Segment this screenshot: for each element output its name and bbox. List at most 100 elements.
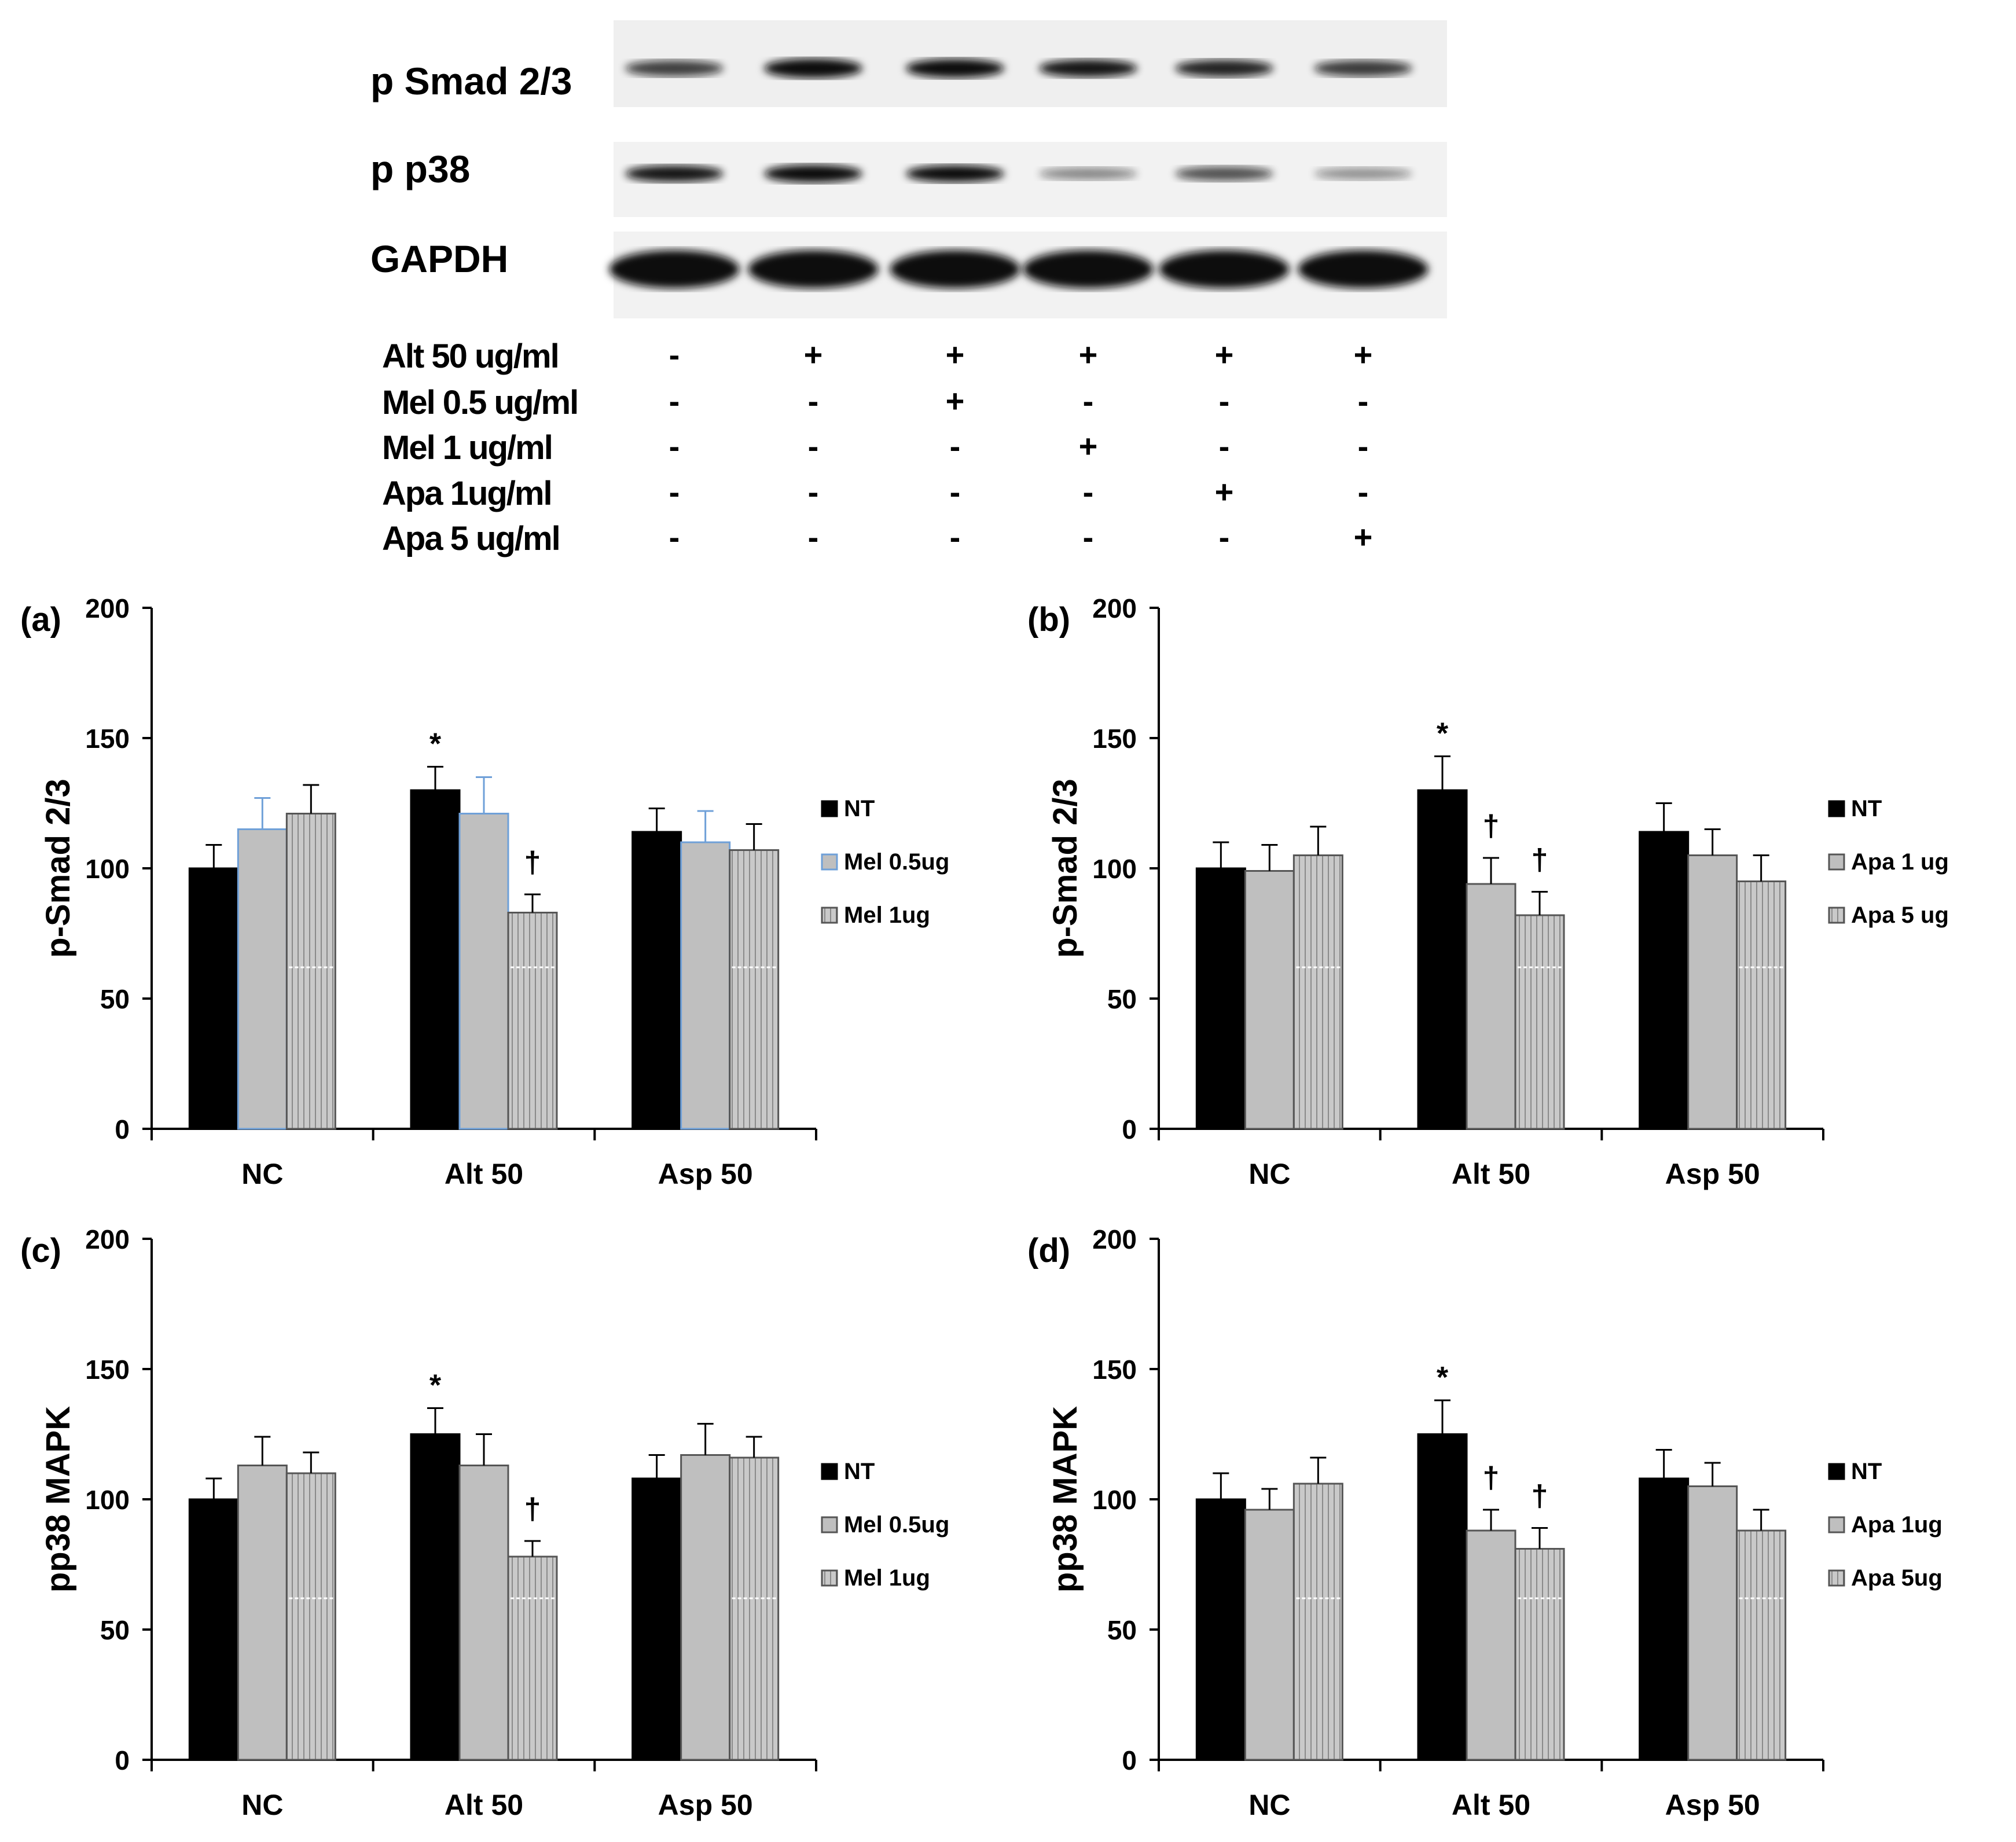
blot-band-p-smad [906, 58, 1004, 78]
y-tick-label: 150 [1092, 724, 1137, 754]
x-tick-label: NC [1248, 1158, 1290, 1190]
bar-apa-5-ug [1736, 880, 1787, 1130]
treatment-mark: + [1079, 428, 1098, 464]
bar-mel-0-5ug [237, 1465, 288, 1761]
bar-apa-1-ug [1244, 870, 1295, 1130]
x-tick-label: Asp 50 [658, 1158, 753, 1190]
bar-apa-5ug [1292, 1483, 1343, 1761]
y-tick-label: 200 [85, 593, 130, 623]
panel-label: (b) [1027, 601, 1070, 639]
blot-label-gapdh: GAPDH [370, 237, 508, 280]
bar-nt [1195, 867, 1246, 1130]
significance-asterisk: * [1437, 717, 1449, 751]
x-tick-label: Asp 50 [658, 1789, 753, 1821]
treatment-label-mel-1: Mel 1 ug/ml [382, 429, 552, 467]
blot-band-gapdh [1159, 250, 1290, 288]
bar-apa-1-ug [1687, 854, 1738, 1130]
bar-apa-1ug [1687, 1485, 1738, 1761]
bar-mel-1ug [507, 912, 558, 1130]
chart-panel-d: (d) pp38 MAPK 0 50 100 150 200 NC Alt 50 Asp 50 * †… [1027, 1224, 1942, 1821]
y-axis-label: pp38 MAPK [1046, 1406, 1084, 1593]
blot-band-p-smad [1175, 60, 1273, 77]
y-axis-label: pp38 MAPK [39, 1406, 77, 1593]
y-tick-label: 150 [85, 1355, 130, 1385]
bar-apa-5ug [1514, 1548, 1565, 1761]
treatment-mark: - [808, 383, 819, 419]
blot-label-p-smad: p Smad 2/3 [370, 60, 572, 102]
blot-band-p-p38 [1039, 167, 1137, 180]
bar-apa-5-ug [1514, 914, 1565, 1130]
legend-swatch [821, 1516, 838, 1533]
legend-swatch [821, 907, 838, 924]
bar-nt [410, 789, 461, 1130]
bar-nt [1639, 1477, 1690, 1761]
blot-band-p-smad [764, 58, 862, 78]
blot-band-gapdh [1023, 250, 1154, 288]
significance-dagger: † [1483, 1461, 1500, 1495]
y-tick-label: 100 [1092, 854, 1137, 884]
legend-swatch [1828, 800, 1845, 817]
panel-label: (c) [20, 1232, 61, 1269]
bar-nt [631, 831, 682, 1130]
treatment-mark: - [669, 383, 680, 419]
legend-swatch [1828, 1516, 1845, 1533]
legend-label: Mel 0.5ug [844, 1512, 949, 1538]
treatment-mark: + [1215, 474, 1234, 510]
significance-asterisk: * [429, 728, 442, 761]
bar-nt [188, 1498, 239, 1761]
blot-band-p-p38 [1175, 166, 1273, 181]
legend-label: Mel 1ug [844, 902, 930, 928]
blot-band-gapdh [609, 250, 740, 288]
legend-swatch [1828, 1463, 1845, 1480]
legend-swatch [821, 800, 838, 817]
blot-membrane-p-smad [614, 20, 1447, 107]
blot-band-gapdh [1298, 250, 1429, 288]
y-tick-label: 0 [1122, 1745, 1137, 1775]
x-tick-label: Alt 50 [445, 1789, 523, 1821]
x-tick-label: NC [1248, 1789, 1290, 1821]
bar-mel-0-5ug [237, 828, 288, 1130]
treatment-mark: - [1219, 428, 1230, 464]
blot-band-p-p38 [764, 164, 862, 183]
treatment-mark: - [950, 474, 961, 510]
treatment-label-alt: Alt 50 ug/ml [382, 337, 559, 375]
bar-nt [1639, 831, 1690, 1130]
blot-band-gapdh [748, 250, 879, 288]
legend-swatch [1828, 907, 1845, 924]
treatment-mark: - [1083, 383, 1094, 419]
treatment-mark: + [1215, 336, 1234, 373]
blot-band-gapdh [890, 250, 1020, 288]
y-tick-label: 0 [115, 1745, 130, 1775]
bar-nt [410, 1433, 461, 1761]
blot-label-p-p38: p p38 [370, 148, 470, 190]
western-blot: p Smad 2/3 p p38 GAPDH Alt 50 ug/ml Mel … [370, 20, 1447, 557]
bar-apa-5ug [1736, 1529, 1787, 1761]
legend-label: NT [844, 1459, 875, 1484]
bar-mel-0-5ug [458, 1465, 509, 1761]
treatment-mark: + [1354, 336, 1373, 373]
bar-mel-0-5ug [680, 1454, 731, 1761]
bar-nt [1417, 1433, 1468, 1761]
bar-mel-1ug [285, 1472, 336, 1761]
x-tick-label: Alt 50 [445, 1158, 523, 1190]
legend-label: Apa 5 ug [1851, 902, 1949, 928]
blot-band-p-smad [1039, 59, 1137, 78]
blot-band-p-p38 [625, 165, 724, 182]
x-tick-label: NC [241, 1789, 283, 1821]
chart-panel-a: (a) p-Smad 2/3 0 50 100 150 200 NC Alt 50 Asp 50 *… [20, 593, 949, 1190]
treatment-mark: - [669, 336, 680, 373]
blot-band-p-p38 [1314, 167, 1412, 180]
panel-label: (a) [20, 601, 61, 639]
legend-swatch [1828, 853, 1845, 871]
legend-label: Mel 1ug [844, 1565, 930, 1591]
x-tick-label: Alt 50 [1452, 1158, 1530, 1190]
treatment-label-mel-05: Mel 0.5 ug/ml [382, 384, 578, 421]
bar-apa-1ug [1244, 1509, 1295, 1761]
bar-mel-1ug [285, 813, 336, 1130]
treatment-mark: - [1083, 519, 1094, 555]
y-tick-label: 200 [85, 1224, 130, 1254]
bar-nt [1195, 1498, 1246, 1761]
significance-dagger: † [1532, 843, 1548, 877]
